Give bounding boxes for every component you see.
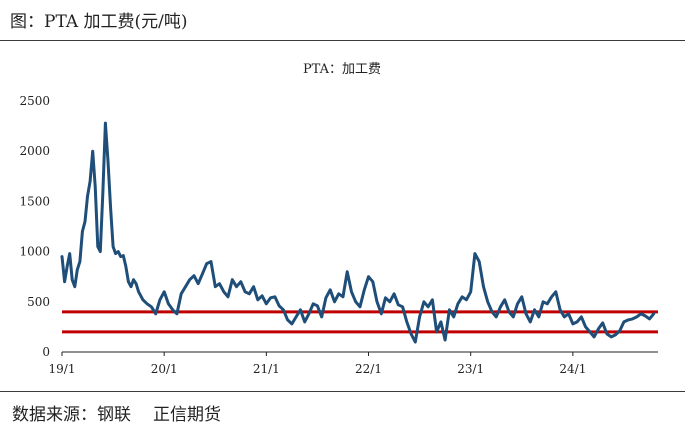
line-chart: PTA：加工费 0 500 1000 1500 2000 2500 19/1 20/1 21/… bbox=[19, 62, 658, 376]
y-tick-label: 500 bbox=[27, 295, 50, 309]
x-tick-label: 21/1 bbox=[253, 362, 280, 376]
top-rule bbox=[0, 40, 685, 41]
x-tick-label: 19/1 bbox=[49, 362, 76, 376]
bottom-rule bbox=[0, 391, 685, 392]
x-axis-ticks: 19/1 20/1 21/1 22/1 23/1 24/1 bbox=[49, 352, 586, 376]
reference-lines bbox=[62, 310, 658, 334]
y-tick-label: 0 bbox=[42, 345, 50, 359]
x-tick-label: 20/1 bbox=[151, 362, 178, 376]
y-tick-label: 2500 bbox=[19, 94, 50, 108]
figure-footer: 数据来源：钢联 正信期货 bbox=[12, 400, 221, 425]
x-tick-label: 24/1 bbox=[559, 362, 586, 376]
series-line-pta-processing-fee bbox=[60, 121, 656, 344]
y-axis-ticks: 0 500 1000 1500 2000 2500 bbox=[19, 94, 50, 359]
y-tick-label: 1500 bbox=[19, 194, 50, 208]
y-tick-label: 2000 bbox=[19, 144, 50, 158]
source-label: 数据来源：钢联 bbox=[12, 405, 131, 425]
chart-title: PTA：加工费 bbox=[303, 62, 381, 77]
figure-header: 图：PTA 加工费(元/吨) bbox=[10, 12, 188, 32]
x-tick-label: 22/1 bbox=[355, 362, 382, 376]
y-tick-label: 1000 bbox=[19, 245, 50, 259]
x-tick-label: 23/1 bbox=[457, 362, 484, 376]
publisher-label: 正信期货 bbox=[153, 405, 221, 425]
